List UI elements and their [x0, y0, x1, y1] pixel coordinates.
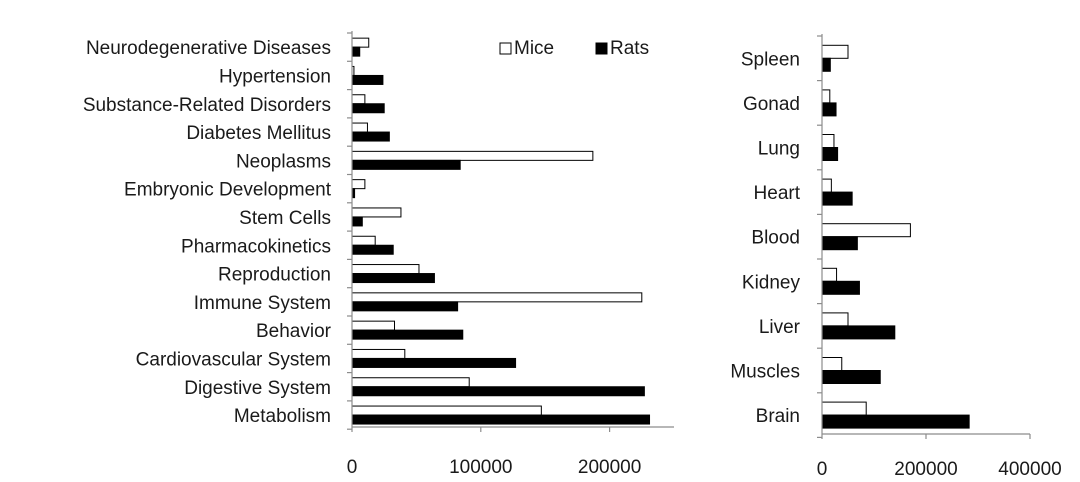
category-label: Stem Cells	[239, 208, 331, 229]
bar-topic-rats-0	[351, 46, 361, 57]
bar-topic-rats-4	[351, 159, 461, 170]
bar-organ-mice-7	[821, 357, 843, 371]
bar-organ-rats-6	[821, 325, 896, 340]
category-label: Hypertension	[219, 66, 331, 87]
bar-topic-mice-7	[351, 235, 376, 246]
x-tick-label: 0	[817, 459, 828, 480]
category-label: Gonad	[743, 94, 800, 115]
bar-topic-mice-10	[351, 320, 396, 331]
bar-organ-rats-5	[821, 280, 860, 295]
bar-organ-mice-2	[821, 134, 835, 148]
bar-topic-mice-11	[351, 348, 406, 359]
bar-topic-mice-5	[351, 179, 366, 190]
legend-swatch-mice	[499, 42, 512, 55]
x-tick-label: 400000	[998, 459, 1061, 480]
category-label: Neoplasms	[236, 151, 331, 172]
category-label: Heart	[754, 183, 801, 204]
category-label: Digestive System	[184, 378, 331, 399]
category-label: Diabetes Mellitus	[186, 123, 331, 144]
bar-organ-mice-5	[821, 267, 838, 282]
bar-organ-mice-6	[821, 312, 849, 327]
category-label: Immune System	[194, 293, 331, 314]
category-label: Spleen	[741, 49, 800, 70]
bar-organ-rats-1	[821, 102, 837, 117]
bar-organ-mice-4	[821, 223, 911, 238]
bar-topic-mice-4	[351, 150, 594, 161]
bar-organ-rats-0	[821, 57, 831, 72]
category-label: Behavior	[256, 321, 332, 342]
bar-topic-rats-10	[351, 329, 464, 340]
bar-organ-mice-8	[821, 401, 867, 416]
bar-topic-rats-1	[351, 74, 384, 85]
x-tick-label: 200000	[894, 459, 957, 480]
category-label: Cardiovascular System	[136, 349, 331, 370]
bar-topic-rats-11	[351, 357, 517, 368]
bar-topic-rats-2	[351, 103, 385, 114]
category-label: Pharmacokinetics	[181, 236, 331, 257]
category-label: Muscles	[730, 362, 800, 383]
category-label: Reproduction	[218, 265, 331, 286]
bar-topic-rats-12	[351, 386, 645, 397]
bar-topic-rats-9	[351, 301, 459, 312]
category-label: Embryonic Development	[124, 180, 332, 201]
bar-topic-rats-8	[351, 273, 435, 284]
bar-topic-mice-6	[351, 207, 402, 218]
bar-organ-rats-2	[821, 147, 839, 161]
x-tick-label: 200000	[578, 457, 641, 478]
bar-topic-rats-7	[351, 244, 394, 255]
bar-topic-mice-9	[351, 292, 643, 303]
category-label: Metabolism	[234, 406, 331, 427]
category-label: Lung	[758, 139, 800, 160]
bar-organ-rats-8	[821, 414, 970, 429]
bar-topic-mice-12	[351, 377, 470, 388]
bar-organ-rats-7	[821, 370, 881, 384]
x-tick-label: 0	[347, 457, 358, 478]
bar-topic-rats-13	[351, 414, 651, 425]
category-label: Blood	[751, 228, 800, 249]
bar-topic-rats-6	[351, 216, 363, 227]
bar-topic-mice-13	[351, 405, 542, 416]
category-label: Kidney	[742, 272, 801, 293]
bar-topic-rats-3	[351, 131, 390, 142]
bar-organ-rats-4	[821, 236, 858, 251]
category-label: Liver	[759, 317, 801, 338]
category-label: Substance-Related Disorders	[83, 95, 331, 116]
bar-organ-rats-3	[821, 191, 853, 206]
category-label: Neurodegenerative Diseases	[86, 38, 331, 59]
category-label: Brain	[756, 406, 800, 427]
legend-label-rats: Rats	[610, 38, 649, 59]
legend-swatch-rats	[595, 42, 608, 55]
bar-topic-mice-2	[351, 94, 366, 105]
bar-organ-mice-1	[821, 89, 831, 104]
bar-topic-mice-3	[351, 122, 368, 133]
bar-organ-mice-3	[821, 178, 832, 193]
bar-topic-mice-8	[351, 264, 420, 275]
bar-organ-mice-0	[821, 44, 849, 59]
legend-label-mice: Mice	[514, 38, 554, 59]
x-tick-label: 100000	[449, 457, 512, 478]
bar-topic-mice-0	[351, 37, 370, 48]
